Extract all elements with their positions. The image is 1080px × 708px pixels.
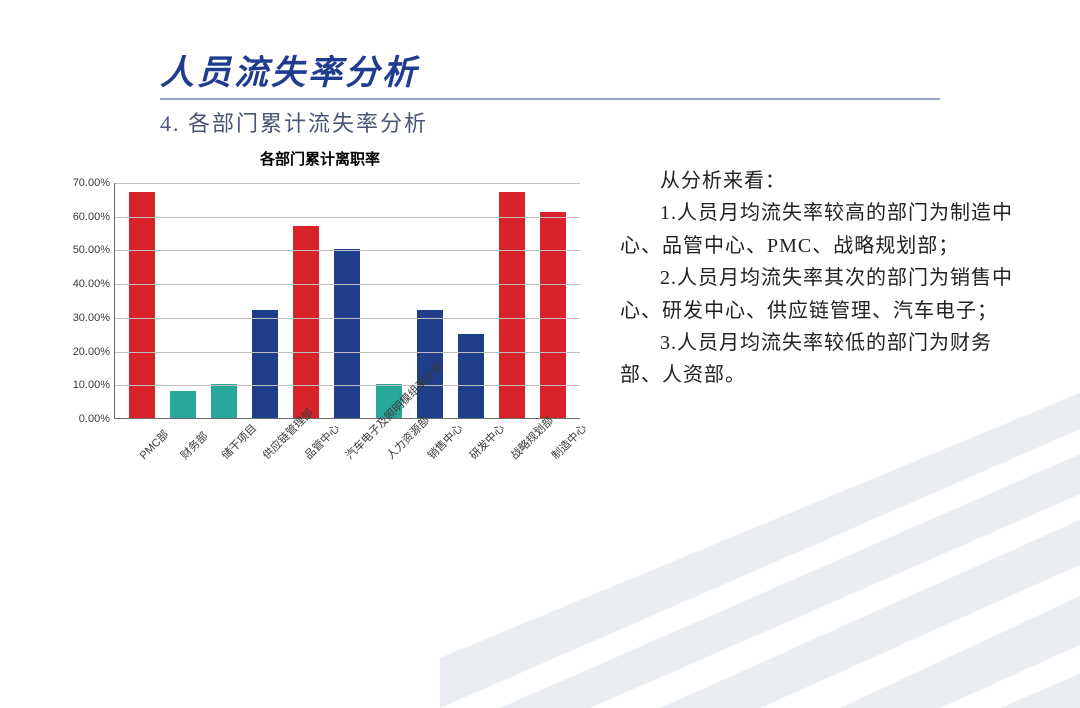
- chart-plot: [114, 183, 580, 419]
- x-tick-label: 汽车电子及照明模组事业部: [342, 433, 372, 463]
- bar: [170, 391, 196, 418]
- title-underline: [160, 98, 940, 100]
- x-tick-label: 销售中心: [424, 433, 454, 463]
- analysis-intro: 从分析来看：: [620, 165, 1020, 197]
- x-tick-label: 供应链管理部: [259, 433, 289, 463]
- analysis-point-3: 3.人员月均流失率较低的部门为财务部、人资部。: [620, 327, 1020, 392]
- x-tick-label: PMC部: [135, 433, 165, 463]
- analysis-point-2: 2.人员月均流失率其次的部门为销售中心、研发中心、供应链管理、汽车电子；: [620, 262, 1020, 327]
- turnover-chart: 各部门累计离职率 70.00%60.00%50.00%40.00%30.00%2…: [60, 148, 580, 439]
- bar: [252, 310, 278, 418]
- page-subtitle: 4. 各部门累计流失率分析: [160, 106, 1080, 138]
- analysis-point-1: 1.人员月均流失率较高的部门为制造中心、品管中心、PMC、战略规划部；: [620, 197, 1020, 262]
- chart-x-axis: PMC部财务部储干项目供应链管理部品管中心汽车电子及照明模组事业部人力资源部销售…: [114, 419, 580, 439]
- analysis-text: 从分析来看： 1.人员月均流失率较高的部门为制造中心、品管中心、PMC、战略规划…: [580, 148, 1020, 392]
- gridline: [115, 250, 580, 251]
- bar: [458, 334, 484, 418]
- gridline: [115, 284, 580, 285]
- bar: [499, 192, 525, 418]
- gridline: [115, 352, 580, 353]
- bar: [293, 226, 319, 418]
- page-title: 人员流失率分析: [160, 45, 1080, 94]
- gridline: [115, 217, 580, 218]
- x-tick-label: 人力资源部: [383, 433, 413, 463]
- x-tick-label: 储干项目: [218, 433, 248, 463]
- gridline: [115, 318, 580, 319]
- chart-title: 各部门累计离职率: [60, 148, 580, 169]
- x-tick-label: 品管中心: [300, 433, 330, 463]
- bar: [211, 384, 237, 418]
- x-tick-label: 研发中心: [465, 433, 495, 463]
- gridline: [115, 183, 580, 184]
- x-tick-label: 战略规划部: [507, 433, 537, 463]
- gridline: [115, 385, 580, 386]
- chart-bars: [115, 183, 580, 418]
- x-tick-label: 财务部: [177, 433, 207, 463]
- bar: [129, 192, 155, 418]
- header: 人员流失率分析 4. 各部门累计流失率分析: [0, 0, 1080, 138]
- x-tick-label: 制造中心: [548, 433, 578, 463]
- bar: [540, 212, 566, 418]
- chart-y-axis: 70.00%60.00%50.00%40.00%30.00%20.00%10.0…: [60, 183, 114, 419]
- bar: [334, 249, 360, 418]
